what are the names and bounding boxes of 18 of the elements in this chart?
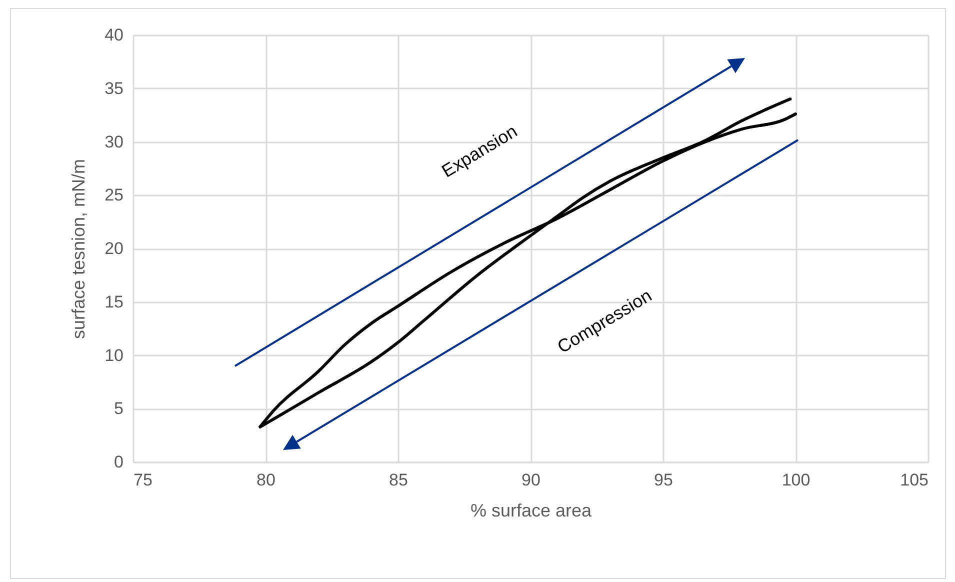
y-tick-label: 35 [104,78,124,98]
y-tick-label: 20 [104,239,124,258]
x-tick-label: 80 [256,470,276,490]
x-tick-label: 95 [654,470,673,490]
y-tick-label: 5 [114,399,124,418]
y-tick-label: 25 [104,186,124,205]
y-tick-label: 30 [104,132,124,152]
x-tick-label: 100 [782,470,810,490]
x-tick-label: 90 [522,470,540,490]
y-tick-label: 10 [104,346,124,365]
x-tick-label: 75 [134,470,152,490]
y-tick-label: 15 [104,292,124,312]
y-axis-title: surface tesnion, mN/m [68,158,89,340]
y-tick-label: 40 [104,26,124,44]
x-tick-label: 85 [389,470,408,490]
x-axis-title: % surface area [470,500,593,520]
x-tick-label: 105 [900,470,928,490]
y-tick-label: 0 [114,452,124,472]
